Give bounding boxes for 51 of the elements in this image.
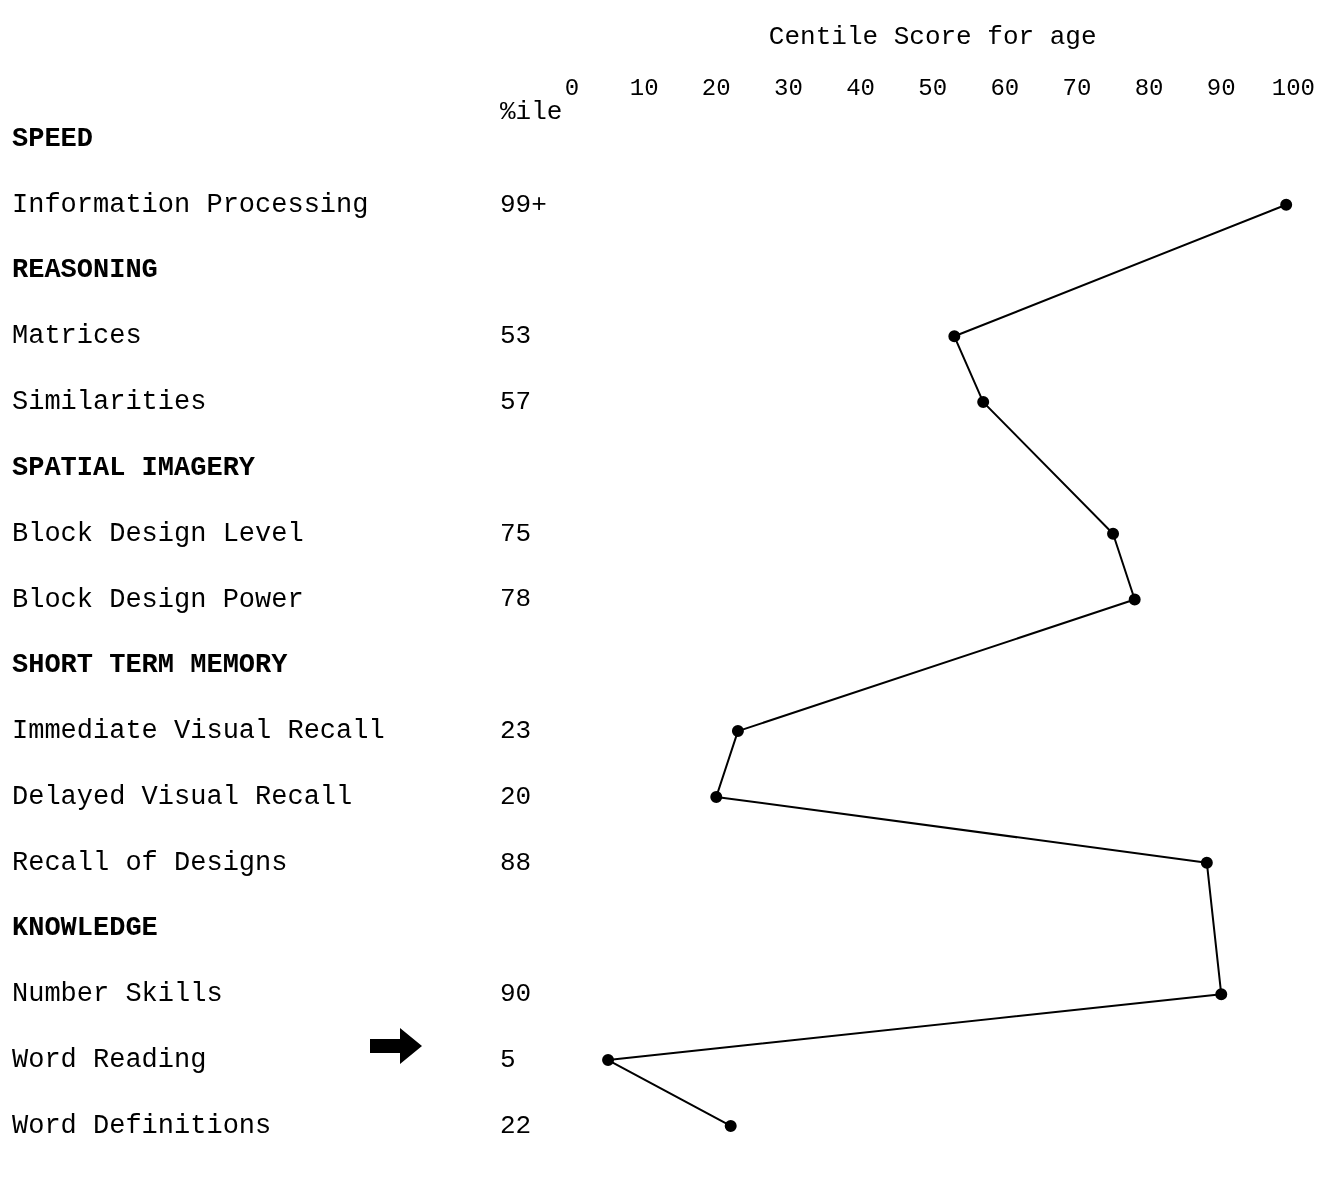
y-tick-label: Number Skills [12,979,223,1010]
point [1128,593,1141,606]
x-tick-label: 60 [990,74,1020,102]
text: 53 [500,321,532,352]
y-tick-label: Block Design Power [12,584,304,615]
x-axis-title: Centile Score for age [768,22,1097,53]
y-tick-label: Delayed Visual Recall [12,782,353,813]
text: 57 [500,386,532,417]
y-tick-label: Word Reading [12,1045,207,1076]
x-tick-label: 30 [774,74,803,102]
y-tick-label: SPEED [12,123,94,154]
point [977,396,990,409]
x-tick-label: 10 [629,74,659,102]
point [710,790,723,803]
x-tick-label: 80 [1134,74,1164,102]
text: 22 [500,1110,532,1141]
y-tick-label: SPATIAL IMAGERY [12,452,256,483]
text: %ile [500,96,563,127]
y-tick-label: KNOWLEDGE [12,913,158,944]
y-tick-label: Immediate Visual Recall [12,716,385,747]
point [724,1119,737,1132]
x-tick-label: 100 [1271,74,1316,102]
y-tick-label: Word Definitions [12,1111,272,1142]
point [1280,198,1293,211]
text: 99+ [500,189,547,220]
x-tick-label: 20 [701,74,731,102]
x-tick-label: 40 [846,74,875,102]
x-tick-label: 90 [1206,74,1236,102]
y-tick-label: Block Design Level [12,518,304,549]
text: 78 [500,584,532,615]
x-tick-label: 0 [564,74,580,102]
y-tick-label: Recall of Designs [12,847,288,878]
x-tick-label: 70 [1062,74,1092,102]
point [602,1054,615,1067]
text: 23 [500,715,532,746]
point [731,725,744,738]
text: 20 [500,781,532,812]
point [1215,988,1228,1001]
point [1200,856,1213,869]
y-tick-label: Matrices [12,321,142,352]
point [948,330,961,343]
text: 90 [500,979,532,1010]
y-tick-label: SHORT TERM MEMORY [12,650,289,681]
text: 5 [500,1044,516,1075]
x-tick-label: 50 [918,74,948,102]
y-tick-label: REASONING [12,255,158,286]
y-tick-label: Similarities [12,387,207,418]
text: 88 [500,847,532,878]
point [1107,527,1120,540]
text: 75 [500,518,532,549]
y-tick-label: Information Processing [12,189,369,220]
